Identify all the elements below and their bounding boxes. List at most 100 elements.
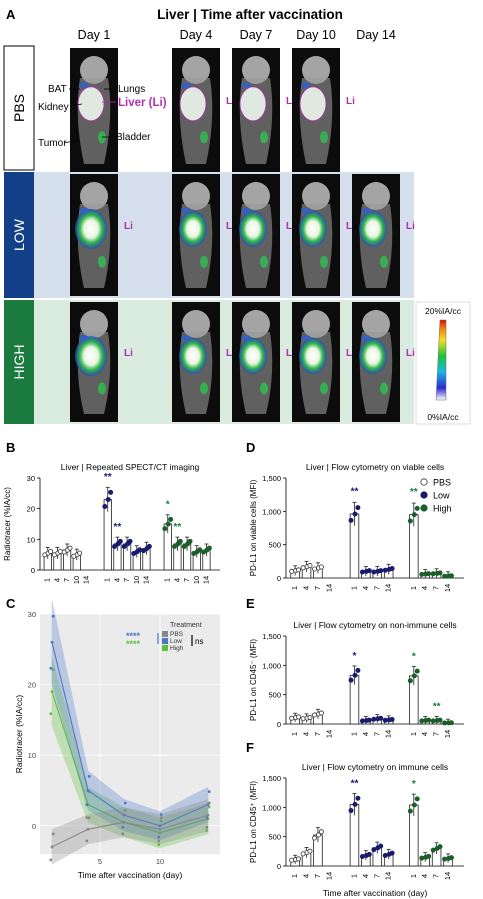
data-point [51, 668, 55, 672]
x-tick-label: 14 [324, 584, 333, 592]
data-point [206, 813, 210, 817]
data-point [355, 795, 361, 801]
data-point [312, 566, 318, 572]
panel-a-title: Liver | Time after vaccination [157, 7, 343, 22]
x-tick-label: 5 [98, 857, 102, 866]
data-point [366, 568, 372, 574]
data-point [123, 801, 127, 805]
x-tick-label: 7 [122, 578, 131, 582]
y-tick-label: 30 [28, 610, 36, 619]
chart-E: Liver | Flow cytometry on non-immune cel… [249, 620, 464, 738]
data-point [206, 545, 212, 551]
data-point [122, 820, 126, 824]
data-point [50, 845, 54, 849]
data-point [359, 853, 365, 859]
data-point [414, 796, 420, 802]
li-label: Li [226, 348, 235, 359]
x-tick-label: 7 [372, 874, 381, 878]
legend-label: High [170, 645, 184, 652]
y-tick-label: 1,500 [262, 474, 281, 483]
organ-annotations: BAT Lungs Kidney Liver (Li) Tumor Bladde… [38, 84, 167, 149]
data-point [207, 805, 211, 809]
y-tick-label: 0 [31, 566, 35, 575]
data-point [77, 550, 83, 556]
x-tick-label: 14 [81, 576, 90, 584]
data-point [382, 717, 388, 723]
x-tick-label: 14 [324, 872, 333, 880]
mouse-image-low-day10: Li [292, 174, 355, 296]
data-point [87, 774, 91, 778]
x-tick-label: 7 [432, 586, 441, 590]
data-point [122, 813, 126, 817]
x-tick-label: 14 [384, 872, 393, 880]
mouse-image-high-day7: Li [232, 302, 295, 422]
x-tick-label: 4 [361, 874, 370, 878]
y-tick-label: 20 [27, 505, 35, 514]
x-tick-label: 7 [313, 874, 322, 878]
data-point [205, 829, 209, 832]
x-tick-label: 14 [384, 584, 393, 592]
data-point [348, 808, 354, 814]
significance-marker: ** [114, 522, 122, 533]
data-point [48, 548, 54, 554]
x-tick-label: 1 [409, 874, 418, 878]
legend-swatch [162, 638, 168, 644]
data-point [49, 712, 53, 716]
row-label-box-pbs [3, 45, 35, 171]
y-axis-label: PD-L1 on CD45⁻ (MFI) [249, 639, 258, 721]
data-point [87, 816, 91, 820]
mouse-image-high-day1: Li [70, 302, 133, 422]
stat-marker: **** [126, 639, 141, 649]
data-point [318, 829, 324, 835]
significance-marker: ** [351, 778, 359, 789]
data-point [407, 808, 413, 814]
data-point [49, 858, 53, 862]
x-tick-label: 4 [112, 578, 121, 582]
x-tick-label: 7 [432, 732, 441, 736]
data-point [296, 567, 302, 573]
row-label-box-high [4, 300, 34, 424]
significance-marker: ** [174, 522, 182, 533]
data-point [382, 567, 388, 573]
data-point [419, 571, 425, 577]
data-point [86, 827, 90, 831]
x-tick-label: 14 [141, 576, 150, 584]
data-point [366, 851, 372, 857]
legend-marker [420, 491, 428, 499]
data-point [378, 568, 384, 574]
data-point [85, 803, 89, 806]
data-point [50, 690, 54, 694]
x-tick-label: 10 [72, 576, 81, 584]
colorbar-top-label: 20%IA/cc [425, 306, 462, 316]
y-tick-label: 20 [28, 681, 36, 690]
li-label: Li [406, 221, 415, 232]
data-point [355, 505, 361, 511]
li-label: Li [124, 221, 133, 232]
li-label: Li [286, 348, 295, 359]
row-label-pbs: PBS [11, 94, 27, 122]
organ-label-kidney: Kidney [38, 102, 69, 113]
mouse-image-high-day14: Li [352, 302, 415, 422]
data-point [121, 832, 125, 836]
chart-C: 0 10 20 30 5 10 Radiotracer (%IA/cc) Time after… [14, 600, 220, 880]
data-point [289, 715, 295, 721]
data-point [157, 835, 161, 839]
legend-swatch [162, 631, 168, 637]
x-tick-label: 4 [52, 578, 61, 582]
legend-label: Low [433, 491, 450, 501]
data-point [168, 516, 174, 522]
y-tick-label: 0 [277, 720, 281, 729]
x-tick-label: 14 [201, 576, 210, 584]
data-point [359, 569, 365, 575]
li-label: Li [226, 96, 235, 107]
y-axis-label: PD-L1 on CD45⁺ (MFI) [249, 781, 258, 863]
x-tick-label: 14 [324, 730, 333, 738]
data-point [157, 843, 161, 847]
mouse-image-pbs-day10: Li [292, 48, 355, 172]
data-point [117, 538, 123, 544]
data-point [300, 716, 306, 722]
data-point [165, 521, 171, 527]
data-point [411, 673, 417, 679]
data-point [378, 715, 384, 721]
